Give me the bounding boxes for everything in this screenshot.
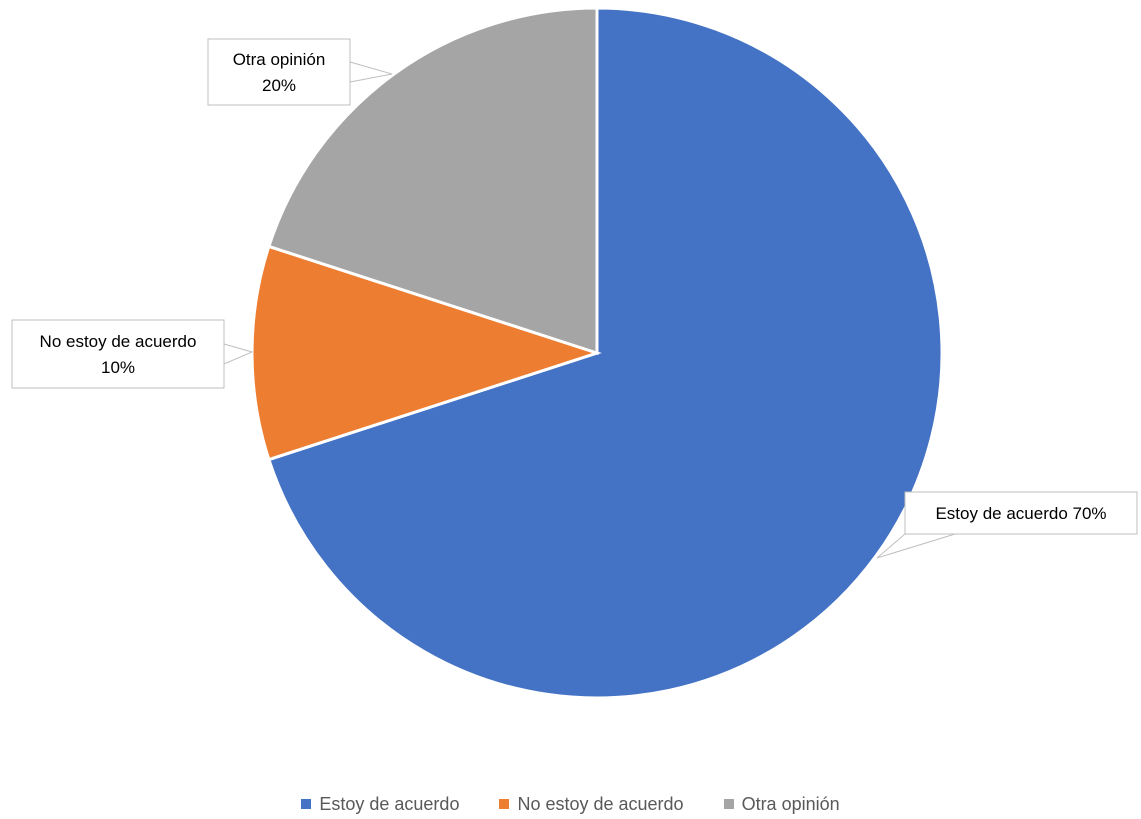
legend-label: No estoy de acuerdo bbox=[517, 793, 684, 814]
data-label-callout: No estoy de acuerdo 10% bbox=[11, 319, 254, 389]
data-label-text: 10% bbox=[101, 358, 135, 377]
data-label-callout: Otra opinión 20% bbox=[207, 38, 393, 106]
pie-slice-no-estoy-de-acuerdo bbox=[250, 244, 602, 462]
legend-swatch bbox=[723, 799, 734, 809]
legend-item-no-estoy-de-acuerdo: No estoy de acuerdo bbox=[499, 793, 684, 815]
callout-box bbox=[207, 38, 351, 106]
data-label-callout: Estoy de acuerdo 70% bbox=[876, 491, 1138, 559]
legend-swatch bbox=[499, 799, 510, 809]
data-label-text: 20% bbox=[262, 76, 296, 95]
pie-slice-estoy-de-acuerdo bbox=[266, 6, 944, 700]
data-label-text: Otra opinión bbox=[233, 50, 326, 69]
callout-box bbox=[11, 319, 225, 389]
chart-legend: Estoy de acuerdo No estoy de acuerdo Otr… bbox=[0, 790, 1141, 818]
legend-item-estoy-de-acuerdo: Estoy de acuerdo bbox=[301, 794, 459, 815]
callout-box bbox=[904, 491, 1138, 535]
callout-leader bbox=[223, 343, 254, 365]
legend-item-otra-opinion: Otra opinión bbox=[723, 793, 840, 815]
pie-slice-otra-opini-n bbox=[266, 6, 599, 356]
data-label-text: No estoy de acuerdo bbox=[40, 332, 197, 351]
legend-label: Otra opinión bbox=[741, 793, 840, 814]
data-label-text: Estoy de acuerdo 70% bbox=[935, 504, 1106, 523]
legend-swatch bbox=[301, 799, 312, 809]
legend-label: Estoy de acuerdo bbox=[319, 793, 460, 814]
